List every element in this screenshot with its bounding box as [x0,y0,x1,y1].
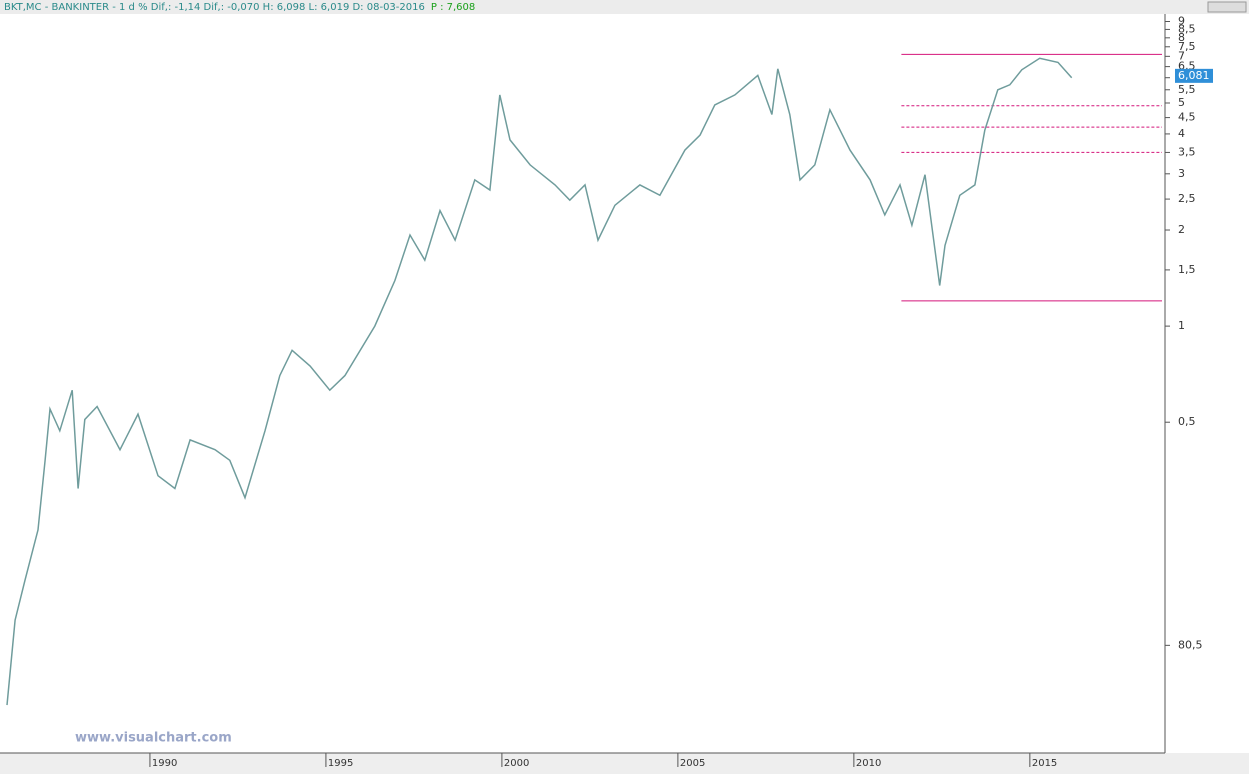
header-price: P : 7,608 [431,2,475,13]
x-tick-label: 1995 [328,758,353,769]
y-tick-label: 0,5 [1178,415,1196,428]
y-tick-label: 3,5 [1178,145,1196,158]
window-controls[interactable] [1207,1,1247,13]
y-tick-label: 7 [1178,49,1185,62]
y-tick-label: 5,5 [1178,83,1196,96]
header: BKT,MC - BANKINTER - 1 d % Dif,: -1,14 D… [4,2,425,13]
header-bar [0,0,1249,14]
y-tick-label: 7,5 [1178,40,1196,53]
last-price-label: 6,081 [1178,69,1210,82]
y-tick-label: 2 [1178,223,1185,236]
y-tick-label: 4,5 [1178,111,1196,124]
x-tick-label: 2000 [504,758,529,769]
x-tick-label: 1990 [152,758,177,769]
y-tick-label: 3 [1178,167,1185,180]
x-tick-label: 2005 [680,758,705,769]
watermark: www.visualchart.com [75,731,232,746]
last-price-box [1175,68,1213,83]
y-tick-label: 1 [1178,319,1185,332]
y-tick-label: 80,5 [1178,638,1203,651]
y-tick-label: 5 [1178,96,1185,109]
y-tick-label: 1,5 [1178,263,1196,276]
price-line [6,57,1073,706]
x-axis-bar [0,753,1249,774]
y-tick-label: 4 [1178,127,1185,140]
x-tick-label: 2015 [1032,758,1057,769]
x-tick-label: 2010 [856,758,881,769]
y-tick-label: 8 [1178,31,1185,44]
y-tick-label: 9 [1178,14,1185,27]
y-tick-label: 2,5 [1178,192,1196,205]
y-tick-label: 8,5 [1178,22,1196,35]
